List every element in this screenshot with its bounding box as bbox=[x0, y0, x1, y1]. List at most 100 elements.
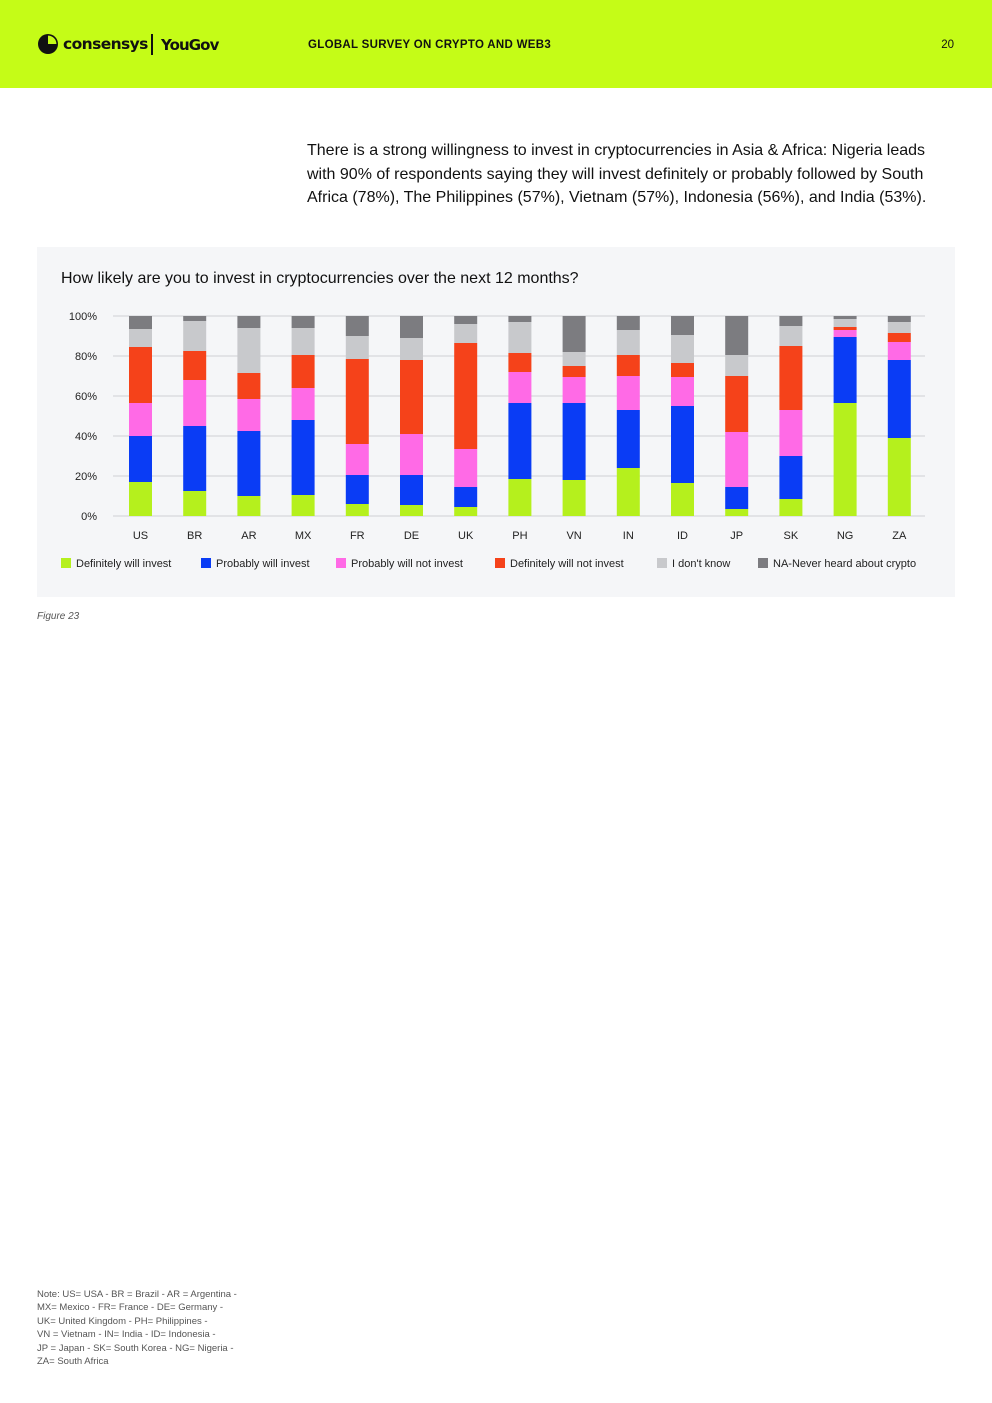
legend-label: Probably will invest bbox=[216, 558, 310, 570]
x-tick-label: BR bbox=[187, 530, 202, 542]
bar-segment bbox=[454, 487, 478, 507]
bar-segment bbox=[887, 360, 911, 438]
legend-label: I don't know bbox=[672, 558, 730, 570]
bar-segment bbox=[345, 336, 369, 359]
bar-segment bbox=[454, 507, 478, 516]
bar-segment bbox=[129, 316, 152, 329]
bar-segment bbox=[345, 359, 369, 444]
bar-segment bbox=[400, 475, 423, 505]
bar-segment bbox=[671, 483, 694, 516]
bar-segment bbox=[291, 388, 315, 420]
bar-segment bbox=[671, 316, 694, 335]
x-tick-label: ZA bbox=[892, 530, 907, 542]
bar-segment bbox=[725, 487, 749, 509]
bar-segment bbox=[725, 432, 749, 487]
bar-segment bbox=[454, 343, 478, 449]
consensys-logo-mark-icon bbox=[38, 34, 58, 54]
note-line: Note: US= USA - BR = Brazil - AR = Argen… bbox=[37, 1289, 237, 1300]
consensys-logo: consensys bbox=[37, 33, 148, 55]
x-tick-label: UK bbox=[458, 530, 474, 542]
bar-segment bbox=[779, 499, 803, 516]
legend-swatch bbox=[758, 558, 768, 568]
bar-segment bbox=[887, 342, 911, 360]
bar-segment bbox=[671, 406, 694, 483]
x-tick-label: VN bbox=[566, 530, 581, 542]
x-tick-label: AR bbox=[241, 530, 256, 542]
bar-segment bbox=[345, 444, 369, 475]
bar-segment bbox=[237, 328, 261, 373]
bar-segment bbox=[237, 316, 261, 328]
bar-segment bbox=[562, 403, 586, 480]
bar-segment bbox=[833, 327, 857, 330]
chart-title: How likely are you to invest in cryptocu… bbox=[61, 270, 579, 287]
bar-segment bbox=[616, 410, 640, 468]
figure-caption: Figure 23 bbox=[37, 611, 80, 622]
bar-segment bbox=[345, 316, 369, 336]
bar-segment bbox=[291, 328, 315, 355]
bar-segment bbox=[400, 338, 423, 360]
bar-segment bbox=[237, 373, 261, 399]
bar-segment bbox=[508, 322, 532, 353]
bar-segment bbox=[345, 475, 369, 504]
legend-swatch bbox=[61, 558, 71, 568]
bar-segment bbox=[183, 380, 207, 426]
note-line: ZA= South Africa bbox=[37, 1356, 109, 1368]
bar-segment bbox=[725, 376, 749, 432]
bar-segment bbox=[833, 403, 857, 516]
x-tick-label: ID bbox=[677, 530, 688, 542]
bar-segment bbox=[562, 316, 586, 352]
bar-segment bbox=[616, 316, 640, 330]
bar-segment bbox=[129, 436, 152, 482]
consensys-wordmark: consensys bbox=[63, 35, 148, 53]
bar-segment bbox=[779, 410, 803, 456]
bar-segment bbox=[779, 346, 803, 410]
bar-segment bbox=[183, 316, 207, 321]
bar-segment bbox=[725, 316, 749, 355]
x-tick-label: US bbox=[133, 530, 148, 542]
bar-segment bbox=[183, 426, 207, 491]
bar-segment bbox=[887, 333, 911, 342]
yougov-logo: YouGov bbox=[161, 36, 219, 54]
y-tick-label: 80% bbox=[75, 351, 97, 363]
legend-label: Probably will not invest bbox=[351, 558, 463, 570]
bar-segment bbox=[562, 366, 586, 377]
legend-label: Definitely will invest bbox=[76, 558, 171, 570]
bar-segment bbox=[616, 355, 640, 376]
legend-swatch bbox=[495, 558, 505, 568]
x-tick-label: FR bbox=[350, 530, 365, 542]
country-code-note: Note: US= USA - BR = Brazil - AR = Argen… bbox=[37, 1288, 277, 1368]
intro-paragraph: There is a strong willingness to invest … bbox=[307, 142, 927, 206]
y-tick-label: 100% bbox=[69, 311, 97, 323]
y-tick-label: 40% bbox=[75, 431, 97, 443]
bar-segment bbox=[562, 352, 586, 366]
bar-segment bbox=[129, 347, 152, 403]
x-tick-label: PH bbox=[512, 530, 527, 542]
bar-segment bbox=[508, 316, 532, 322]
x-tick-label: DE bbox=[404, 530, 419, 542]
bar-segment bbox=[454, 324, 478, 343]
bar-segment bbox=[291, 420, 315, 495]
bar-segment bbox=[562, 377, 586, 403]
bar-segment bbox=[508, 372, 532, 403]
bar-segment bbox=[779, 326, 803, 346]
y-tick-label: 20% bbox=[75, 471, 97, 483]
bar-segment bbox=[616, 330, 640, 355]
bar-segment bbox=[887, 316, 911, 322]
bar-segment bbox=[129, 403, 152, 436]
bar-segment bbox=[887, 322, 911, 333]
bar-segment bbox=[345, 504, 369, 516]
bar-segment bbox=[779, 316, 803, 326]
bar-segment bbox=[508, 353, 532, 372]
legend-label: Definitely will not invest bbox=[510, 558, 624, 570]
bar-segment bbox=[400, 434, 423, 475]
bar-segment bbox=[183, 351, 207, 380]
bar-segment bbox=[400, 360, 423, 434]
page-number: 20 bbox=[941, 39, 954, 51]
x-tick-label: NG bbox=[837, 530, 854, 542]
bar-segment bbox=[616, 468, 640, 516]
bar-segment bbox=[833, 319, 857, 327]
bar-segment bbox=[237, 399, 261, 431]
x-tick-label: SK bbox=[784, 530, 799, 542]
bar-segment bbox=[833, 316, 857, 319]
bar-segment bbox=[183, 321, 207, 351]
